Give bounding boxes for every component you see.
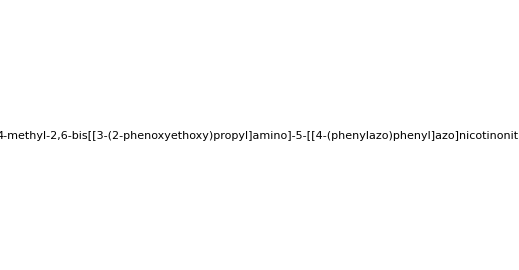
Text: 4-methyl-2,6-bis[[3-(2-phenoxyethoxy)propyl]amino]-5-[[4-(phenylazo)phenyl]azo]n: 4-methyl-2,6-bis[[3-(2-phenoxyethoxy)pro…: [0, 131, 519, 141]
